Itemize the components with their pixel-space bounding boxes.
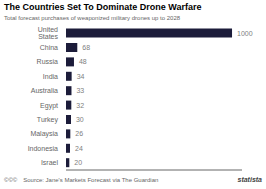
svg-text:UnitedStates: UnitedStates (38, 26, 59, 40)
svg-text:34: 34 (77, 73, 85, 80)
html-text:Source: Jane's Markets Forecas: Source: Jane's Markets Forecast via The … (23, 177, 159, 183)
svg-text:48: 48 (79, 58, 87, 65)
svg-text:1000: 1000 (237, 30, 253, 37)
svg-text:Indonesia: Indonesia (28, 145, 58, 152)
svg-text:Malaysia: Malaysia (30, 130, 58, 138)
svg-text:Australia: Australia (31, 87, 58, 94)
svg-text:Israel: Israel (41, 159, 59, 166)
html-text:The Countries Set To Dominate: The Countries Set To Dominate Drone Warf… (4, 2, 202, 12)
svg-text:Egypt: Egypt (40, 102, 58, 110)
html-text:Total forecast purchases of we: Total forecast purchases of weaponized m… (4, 15, 181, 21)
svg-text:32: 32 (76, 102, 84, 109)
svg-text:33: 33 (76, 87, 84, 94)
svg-text:Russia: Russia (37, 58, 59, 65)
html-text:statista: statista (237, 176, 262, 183)
svg-text:China: China (40, 44, 58, 51)
svg-text:68: 68 (82, 44, 90, 51)
svg-text:India: India (43, 73, 58, 80)
svg-text:20: 20 (74, 159, 82, 166)
svg-text:30: 30 (76, 116, 84, 123)
svg-text:Turkey: Turkey (37, 116, 59, 124)
svg-text:24: 24 (75, 145, 83, 152)
svg-text:26: 26 (75, 130, 83, 137)
